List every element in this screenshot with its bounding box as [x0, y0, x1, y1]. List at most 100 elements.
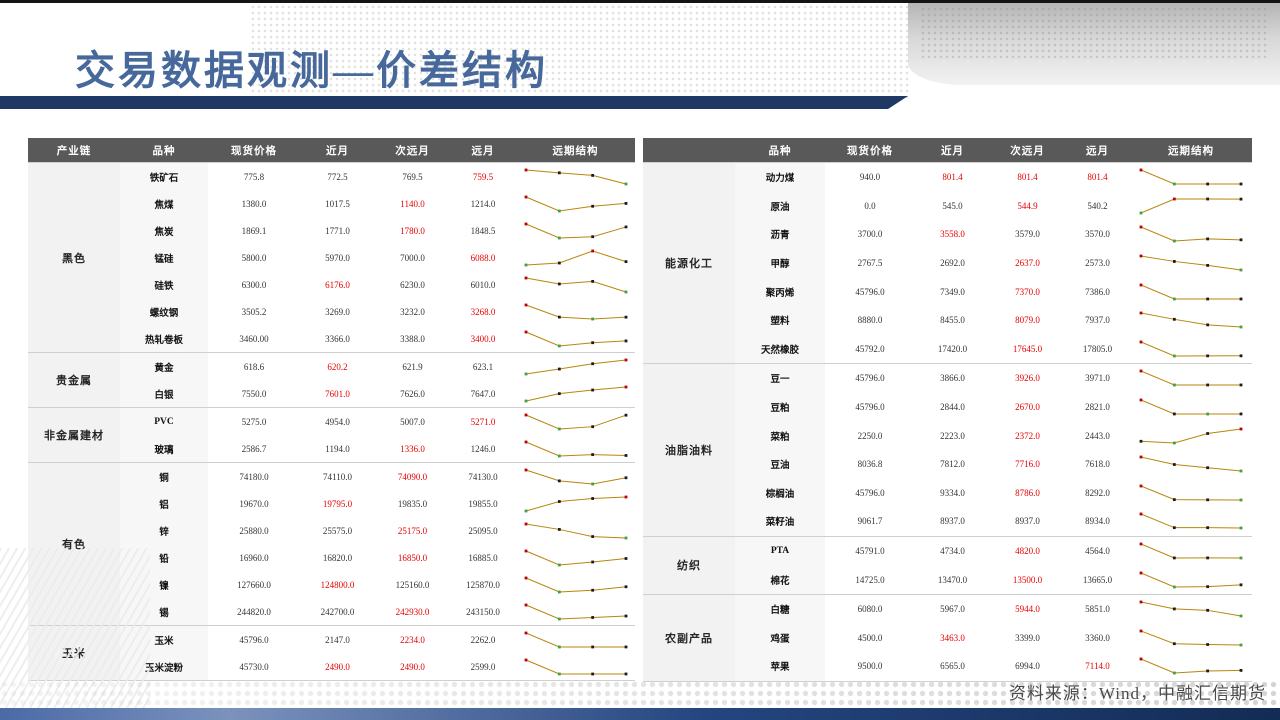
forward-curve-sparkline	[524, 658, 627, 675]
bottom-accent-bar	[0, 708, 1280, 720]
price-cell: 7647.0	[450, 380, 516, 408]
forward-curve-sparkline	[1139, 484, 1243, 502]
table-row: 豆油 8036.8 7812.0 7716.0 7618.0	[643, 449, 1252, 479]
forward-curve-sparkline	[1139, 311, 1243, 329]
price-cell: 127660.0	[208, 571, 300, 598]
sparkline-cell	[1130, 191, 1252, 221]
sparkline-cell	[516, 571, 635, 598]
forward-curve-sparkline	[524, 303, 627, 320]
price-cell: 3570.0	[1065, 220, 1130, 249]
column-header: 品种	[120, 138, 208, 163]
sparkline-cell	[516, 325, 635, 353]
price-cell: 3399.0	[990, 623, 1065, 653]
industry-chain-cell: 黑色	[28, 162, 120, 353]
variety-cell: 白银	[120, 380, 208, 408]
table-row: 甲醇 2767.5 2692.0 2637.0 2573.0	[643, 248, 1252, 278]
column-header: 次远月	[990, 138, 1065, 163]
variety-cell: 铁矿石	[120, 162, 208, 190]
table-row: 黑色 铁矿石 775.8 772.5 769.5 759.5	[28, 162, 635, 353]
price-cell: 8937.0	[990, 507, 1065, 537]
price-cell: 1017.5	[300, 190, 375, 217]
table-row: 有色铜 74180.0 74110.0 74090.0 74130.0	[28, 462, 635, 626]
sparkline-cell	[1130, 334, 1252, 364]
sparkline-cell	[516, 598, 635, 626]
price-cell: 7114.0	[1065, 652, 1130, 682]
price-cell: 2372.0	[990, 421, 1065, 450]
table-row: 沥青 3700.0 3558.0 3579.0 3570.0	[643, 220, 1252, 249]
sparkline-cell	[1130, 449, 1252, 479]
table-row: 菜粕 2250.0 2223.0 2372.0 2443.0	[643, 421, 1252, 450]
variety-cell: 天然橡胶	[735, 334, 825, 364]
variety-cell: 豆一	[735, 363, 825, 393]
sparkline-cell	[516, 380, 635, 408]
price-cell: 3400.0	[450, 325, 516, 353]
price-cell: 13470.0	[915, 565, 990, 595]
forward-curve-sparkline	[524, 385, 627, 402]
forward-curve-sparkline	[524, 276, 627, 293]
price-cell: 2821.0	[1065, 392, 1130, 422]
column-header	[643, 138, 735, 163]
price-cell: 4734.0	[915, 535, 990, 566]
industry-chain-cell: 油脂油料	[643, 363, 735, 537]
industry-chain-cell: 非金属建材	[28, 407, 120, 463]
price-cell: 775.8	[208, 162, 300, 190]
price-cell: 8880.0	[825, 305, 915, 335]
table-row: 原油 0.0 545.0 544.9 540.2	[643, 191, 1252, 221]
variety-cell: 黄金	[120, 352, 208, 380]
forward-curve-sparkline	[1139, 629, 1243, 647]
variety-cell: 豆油	[735, 449, 825, 479]
price-cell: 7000.0	[375, 244, 450, 271]
sparkline-cell	[516, 435, 635, 463]
sparkline-cell	[516, 271, 635, 298]
table-row: 焦炭 1869.1 1771.0 1780.0 1848.5	[28, 217, 635, 244]
forward-curve-sparkline	[1139, 657, 1243, 675]
variety-cell: 菜粕	[735, 421, 825, 450]
price-cell: 6176.0	[300, 271, 375, 298]
table-row: 菜籽油 9061.7 8937.0 8937.0 8934.0	[643, 507, 1252, 537]
sparkline-cell	[1130, 652, 1252, 682]
price-cell: 1336.0	[375, 435, 450, 463]
price-cell: 16820.0	[300, 544, 375, 571]
forward-curve-sparkline	[1139, 513, 1243, 530]
forward-curve-sparkline	[1139, 398, 1243, 416]
price-cell: 45796.0	[825, 277, 915, 306]
price-cell: 8036.8	[825, 449, 915, 479]
price-cell: 759.5	[450, 162, 516, 190]
price-cell: 74180.0	[208, 462, 300, 490]
price-cell: 3269.0	[300, 298, 375, 325]
price-cell: 2692.0	[915, 248, 990, 278]
forward-curve-sparkline	[524, 249, 627, 266]
table-row: 油脂油料 豆一 45796.0 3866.0 3926.0 3971.0	[643, 363, 1252, 537]
price-cell: 3971.0	[1065, 363, 1130, 393]
price-cell: 7618.0	[1065, 449, 1130, 479]
price-cell: 17645.0	[990, 334, 1065, 364]
industry-chain-cell: 贵金属	[28, 352, 120, 408]
variety-cell: 玻璃	[120, 435, 208, 463]
price-cell: 772.5	[300, 162, 375, 190]
price-cell: 8079.0	[990, 305, 1065, 335]
price-cell: 242930.0	[375, 598, 450, 626]
price-cell: 3558.0	[915, 220, 990, 249]
top-border-line	[0, 0, 1280, 3]
table-row: 贵金属 黄金 618.6 620.2 621.9 623.1	[28, 352, 635, 408]
sparkline-cell	[516, 244, 635, 271]
price-cell: 5944.0	[990, 593, 1065, 624]
price-cell: 6565.0	[915, 652, 990, 682]
forward-curve-sparkline	[524, 603, 627, 620]
price-cell: 19855.0	[450, 490, 516, 517]
table-row: 非金属建材 PVC 5275.0 4954.0 5007.0 5271.0	[28, 407, 635, 463]
sparkline-cell	[1130, 623, 1252, 653]
table-row: 棕榈油 45796.0 9334.0 8786.0 8292.0	[643, 478, 1252, 508]
forward-curve-sparkline	[524, 330, 627, 347]
price-cell: 2223.0	[915, 421, 990, 450]
sparkline-cell	[1130, 392, 1252, 422]
price-cell: 2147.0	[300, 625, 375, 653]
forward-curve-sparkline	[524, 549, 627, 566]
forward-curve-sparkline	[1139, 427, 1243, 445]
price-cell: 6994.0	[990, 652, 1065, 682]
sparkline-cell	[1130, 507, 1252, 537]
price-cell: 2234.0	[375, 625, 450, 653]
price-cell: 6010.0	[450, 271, 516, 298]
price-cell: 7626.0	[375, 380, 450, 408]
forward-curve-sparkline	[1139, 571, 1243, 589]
